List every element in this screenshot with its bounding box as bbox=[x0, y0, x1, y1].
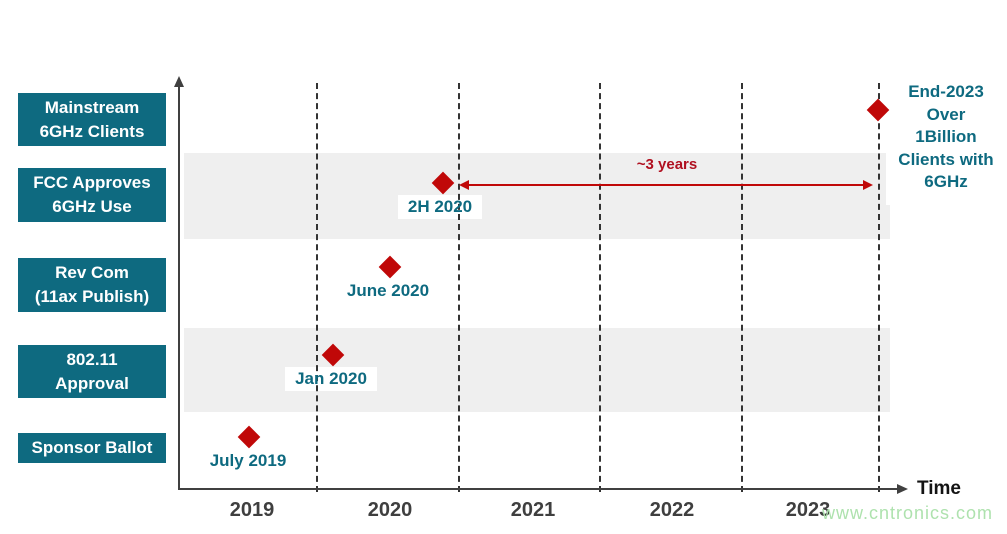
milestone-label-end-2023: End-2023 Over 1Billion Clients with 6GHz bbox=[886, 81, 1006, 205]
diamond-marker-july-2019 bbox=[237, 425, 261, 449]
label-background bbox=[336, 279, 440, 303]
three-years-annotation: ~3 years bbox=[636, 156, 698, 173]
milestone-label-june-2020: June 2020 bbox=[336, 279, 440, 303]
three-years-arrow-line bbox=[463, 184, 865, 186]
category-rev-com-11ax-publish: Rev Com (11ax Publish) bbox=[18, 258, 166, 312]
label-background bbox=[198, 449, 298, 473]
row-band-fcc-approves bbox=[184, 153, 890, 239]
milestone-label-2h-2020: 2H 2020 bbox=[398, 195, 482, 219]
category-fcc-approves-6ghz-use: FCC Approves 6GHz Use bbox=[18, 168, 166, 222]
milestone-label-jan-2020: Jan 2020 bbox=[285, 367, 377, 391]
x-tick-2022: 2022 bbox=[649, 499, 695, 521]
label-background bbox=[398, 195, 482, 219]
arrow-left-head-icon bbox=[459, 180, 469, 190]
gridline-2022-2023 bbox=[741, 83, 743, 492]
gridline-2021-2022 bbox=[599, 83, 601, 492]
gridline-2019-2020 bbox=[316, 83, 318, 492]
x-axis-line bbox=[178, 488, 898, 490]
y-axis-line bbox=[178, 86, 180, 490]
x-tick-2020: 2020 bbox=[367, 499, 413, 521]
gridline-2020-2021 bbox=[458, 83, 460, 492]
x-axis-arrowhead-icon bbox=[897, 484, 908, 494]
x-tick-2019: 2019 bbox=[229, 499, 275, 521]
category-sponsor-ballot: Sponsor Ballot bbox=[18, 433, 166, 463]
category-mainstream-6ghz-clients: Mainstream 6GHz Clients bbox=[18, 93, 166, 146]
category-80211-approval: 802.11 Approval bbox=[18, 345, 166, 398]
y-axis-arrowhead-icon bbox=[174, 76, 184, 87]
x-tick-2021: 2021 bbox=[510, 499, 556, 521]
watermark-text: www.cntronics.com bbox=[822, 503, 994, 523]
x-tick-2023: 2023 bbox=[785, 499, 831, 521]
label-background bbox=[886, 81, 1006, 205]
gridline-end-2023 bbox=[878, 83, 880, 492]
x-axis-title: Time bbox=[917, 478, 962, 499]
milestone-label-july-2019: July 2019 bbox=[198, 449, 298, 473]
diamond-marker-june-2020 bbox=[378, 255, 402, 279]
arrow-right-head-icon bbox=[863, 180, 873, 190]
label-background bbox=[285, 367, 377, 391]
